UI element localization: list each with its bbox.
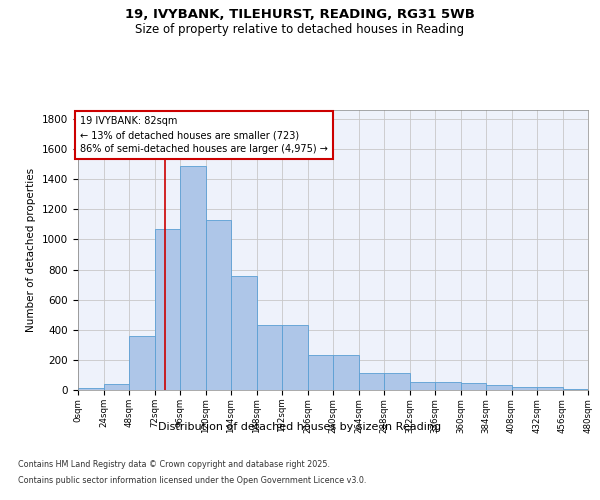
- Text: 19 IVYBANK: 82sqm
← 13% of detached houses are smaller (723)
86% of semi-detache: 19 IVYBANK: 82sqm ← 13% of detached hous…: [80, 116, 328, 154]
- Bar: [78, 388, 104, 390]
- Bar: [563, 389, 588, 390]
- Text: 19, IVYBANK, TILEHURST, READING, RG31 5WB: 19, IVYBANK, TILEHURST, READING, RG31 5W…: [125, 8, 475, 20]
- Text: Distribution of detached houses by size in Reading: Distribution of detached houses by size …: [158, 422, 442, 432]
- Bar: [231, 276, 257, 390]
- Bar: [104, 384, 129, 390]
- Bar: [409, 382, 435, 390]
- Bar: [537, 387, 563, 390]
- Y-axis label: Number of detached properties: Number of detached properties: [26, 168, 37, 332]
- Bar: [511, 387, 537, 390]
- Bar: [129, 336, 155, 390]
- Bar: [359, 372, 384, 390]
- Bar: [180, 166, 205, 390]
- Text: Size of property relative to detached houses in Reading: Size of property relative to detached ho…: [136, 22, 464, 36]
- Text: Contains public sector information licensed under the Open Government Licence v3: Contains public sector information licen…: [18, 476, 367, 485]
- Bar: [333, 356, 359, 390]
- Bar: [282, 324, 308, 390]
- Bar: [435, 382, 461, 390]
- Bar: [461, 383, 486, 390]
- Bar: [308, 356, 333, 390]
- Bar: [155, 229, 180, 390]
- Bar: [486, 386, 511, 390]
- Text: Contains HM Land Registry data © Crown copyright and database right 2025.: Contains HM Land Registry data © Crown c…: [18, 460, 330, 469]
- Bar: [384, 372, 409, 390]
- Bar: [257, 324, 282, 390]
- Bar: [205, 220, 231, 390]
